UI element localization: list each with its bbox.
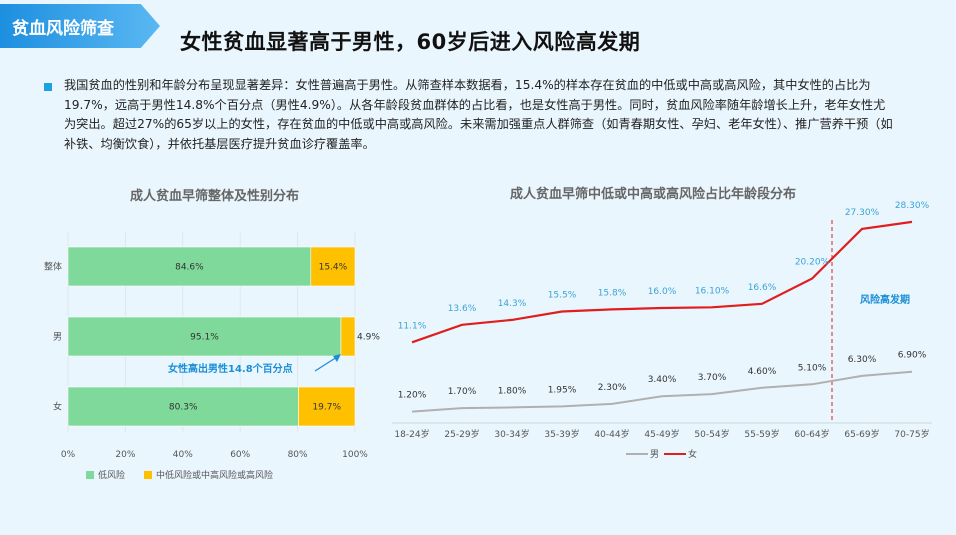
x-tick-label: 0%: [61, 450, 76, 460]
legend-swatch: [86, 471, 94, 479]
female-data-label: 20.20%: [795, 258, 830, 268]
x-tick-label: 25-29岁: [444, 428, 479, 440]
bar-segment: [67, 316, 342, 357]
bar-segment: [67, 246, 312, 287]
female-data-label: 16.6%: [748, 283, 777, 293]
x-tick-label: 40-44岁: [594, 428, 629, 440]
female-series-line: [411, 220, 913, 344]
legend-label: 低风险: [98, 469, 125, 481]
data-label: 4.9%: [357, 333, 380, 343]
female-data-label: 16.0%: [648, 287, 677, 297]
annotation-arrow-line: [314, 356, 338, 372]
data-label: 15.4%: [319, 263, 348, 273]
line-chart-title: 成人贫血早筛中低或中高或高风险占比年龄段分布: [510, 187, 797, 202]
category-label: 整体: [44, 261, 62, 273]
female-data-label: 27.30%: [845, 208, 880, 218]
section-tag: 贫血风险筛查: [0, 4, 160, 48]
x-tick-label: 100%: [342, 450, 368, 460]
data-label: 95.1%: [190, 333, 219, 343]
bar-segment: [340, 316, 356, 357]
male-data-label: 1.20%: [398, 391, 427, 401]
legend-swatch: [144, 471, 152, 479]
male-data-label: 2.30%: [598, 383, 627, 393]
female-data-label: 14.3%: [498, 299, 527, 309]
x-tick-label: 55-59岁: [744, 428, 779, 440]
x-tick-label: 35-39岁: [544, 428, 579, 440]
male-data-label: 3.70%: [698, 373, 727, 383]
male-data-label: 1.80%: [498, 386, 527, 396]
male-data-label: 1.95%: [548, 385, 577, 395]
male-data-label: 6.30%: [848, 355, 877, 365]
male-data-label: 3.40%: [648, 375, 677, 385]
bar-segment: [298, 386, 356, 427]
bar-chart-title: 成人贫血早筛整体及性别分布: [130, 189, 300, 204]
x-tick-label: 30-34岁: [494, 428, 529, 440]
x-tick-label: 45-49岁: [644, 428, 679, 440]
male-data-label: 5.10%: [798, 363, 827, 373]
x-tick-label: 70-75岁: [894, 428, 929, 440]
female-data-label: 16.10%: [695, 286, 730, 296]
female-data-label: 11.1%: [398, 321, 427, 331]
male-series-line: [411, 370, 913, 413]
data-label: 19.7%: [312, 403, 341, 413]
x-tick-label: 60-64岁: [794, 428, 829, 440]
bar-segment: [310, 246, 356, 287]
legend-label: 女: [688, 448, 697, 460]
annotation-text: 女性高出男性14.8个百分点: [168, 362, 293, 375]
female-data-label: 15.5%: [548, 291, 577, 301]
category-label: 女: [53, 401, 62, 413]
data-label: 84.6%: [175, 263, 204, 273]
male-data-label: 6.90%: [898, 351, 927, 361]
legend-label: 男: [650, 449, 659, 460]
bullet-square: [44, 83, 52, 91]
category-label: 男: [53, 332, 62, 343]
male-data-label: 1.70%: [448, 387, 477, 397]
summary-paragraph: 我国贫血的性别和年龄分布呈现显著差异：女性普遍高于男性。从筛查样本数据看，15.…: [64, 78, 893, 151]
data-label: 80.3%: [169, 403, 198, 413]
female-data-label: 13.6%: [448, 304, 477, 314]
x-tick-label: 40%: [173, 450, 193, 460]
bar-segment: [67, 386, 299, 427]
x-tick-label: 18-24岁: [394, 428, 429, 440]
female-data-label: 28.30%: [895, 201, 930, 211]
legend-label: 中低风险或中高风险或高风险: [156, 469, 273, 481]
marker-annotation: 风险高发期: [860, 293, 910, 306]
female-data-label: 15.8%: [598, 288, 627, 298]
annotation-arrow-head: [333, 354, 341, 362]
x-tick-label: 50-54岁: [694, 428, 729, 440]
male-data-label: 4.60%: [748, 367, 777, 377]
x-tick-label: 65-69岁: [844, 428, 879, 440]
x-tick-label: 80%: [288, 450, 308, 460]
x-tick-label: 20%: [115, 450, 135, 460]
page-title: 女性贫血显著高于男性，60岁后进入风险高发期: [180, 30, 641, 54]
x-tick-label: 60%: [230, 450, 250, 460]
